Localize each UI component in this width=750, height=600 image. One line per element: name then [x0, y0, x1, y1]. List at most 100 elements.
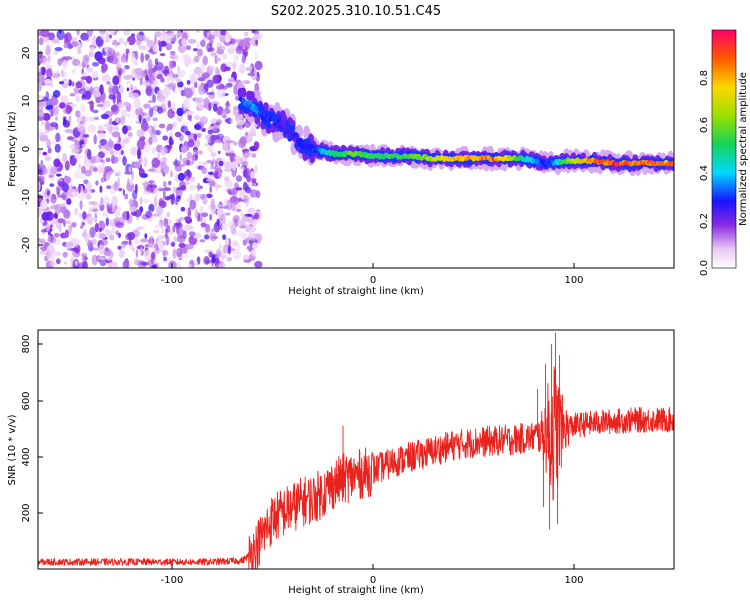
spectrogram-noise-blob — [228, 78, 235, 83]
spectrogram-noise-blob — [192, 149, 198, 156]
spectrogram-noise-blob — [249, 189, 258, 198]
spectrogram-noise-blob — [38, 167, 43, 176]
spectrogram-noise-blob — [104, 38, 110, 43]
spectrogram-noise-blob — [180, 206, 186, 212]
spectrogram-noise-blob — [92, 208, 99, 212]
spectrogram-noise-blob — [114, 216, 120, 223]
spectrogram-noise-blob — [143, 143, 151, 154]
spectrogram-noise-blob — [167, 100, 172, 109]
spectrogram-noise-blob — [189, 73, 197, 85]
spectrogram-noise-blob — [106, 255, 113, 261]
spectrogram-noise-blob — [100, 177, 105, 183]
spectrogram-noise-blob — [247, 207, 256, 217]
spectrogram-noise-blob — [54, 203, 62, 214]
spectrogram-noise-blob — [158, 213, 163, 219]
spectrogram-noise-blob — [140, 246, 143, 254]
spectrogram-noise-blob — [136, 129, 145, 138]
spectrogram-noise-blob — [206, 79, 214, 88]
spectrogram-noise-blob — [229, 196, 235, 204]
spectrogram-noise-blob — [52, 40, 61, 45]
spectrogram-noise-blob — [123, 75, 132, 80]
spectrogram-noise-blob — [239, 136, 247, 146]
figure-title: S202.2025.310.10.51.C45 — [271, 4, 441, 19]
spectrogram-noise-blob — [83, 90, 92, 100]
spectrogram-noise-blob — [194, 209, 198, 219]
spectrogram-noise-blob — [209, 213, 213, 221]
spectrogram-noise-blob — [95, 96, 102, 104]
spectrogram-noise-blob — [163, 256, 168, 262]
spectrogram-noise-blob — [60, 206, 67, 214]
spectrogram-noise-blob — [50, 141, 56, 145]
spectrogram-noise-blob — [162, 86, 171, 97]
spectrogram-noise-blob — [252, 242, 259, 250]
spectrogram-noise-blob — [142, 80, 149, 87]
spectrogram-noise-blob — [81, 221, 86, 226]
spectrogram-noise-blob — [251, 178, 257, 184]
spectrogram-noise-blob — [152, 229, 160, 234]
spectrogram-noise-blob — [70, 247, 80, 252]
spectrogram-noise-blob — [105, 217, 110, 227]
spectrogram-noise-blob — [38, 81, 43, 92]
spectrogram-noise-blob — [69, 93, 76, 97]
spectrogram-noise-blob — [57, 58, 63, 66]
spectrogram-noise-blob — [127, 178, 130, 187]
spectrogram-noise-blob — [89, 46, 95, 53]
spectrogram-noise-blob — [243, 150, 250, 159]
spectrogram-noise-blob — [109, 34, 112, 39]
spectrogram-noise-blob — [185, 243, 194, 250]
spectrogram-noise-blob — [230, 188, 238, 196]
spectrogram-noise-blob — [166, 212, 171, 218]
spectrogram-noise-blob — [206, 159, 212, 164]
spectrogram-noise-blob — [100, 239, 108, 246]
spectrogram-noise-blob — [210, 165, 217, 170]
spectrogram-noise-blob — [156, 262, 159, 268]
spectrogram-noise-blob — [180, 145, 188, 154]
spectrogram-noise-blob — [246, 245, 254, 251]
spectrogram-noise-blob — [102, 211, 108, 218]
spectrogram-noise-blob — [236, 119, 245, 126]
spectrogram-noise-blob — [143, 156, 148, 168]
spectrogram-noise-blob — [38, 101, 44, 106]
spectrogram-noise-region — [38, 30, 263, 268]
spectrogram-noise-blob — [171, 121, 178, 128]
spectrogram-noise-blob — [81, 115, 86, 125]
spectrogram-noise-blob — [41, 229, 47, 233]
spectrogram-noise-blob — [44, 168, 48, 175]
spectrogram-noise-blob — [49, 43, 52, 48]
spectrogram-noise-blob — [216, 204, 223, 208]
spectrogram-noise-blob — [118, 151, 122, 162]
spectrogram-noise-blob — [127, 232, 136, 241]
spectrogram-noise-blob — [235, 175, 243, 182]
spectrogram-noise-blob — [254, 51, 258, 61]
spectrogram-noise-blob — [227, 189, 232, 194]
spectrogram-noise-blob — [156, 73, 163, 80]
spectrogram-noise-blob — [132, 189, 138, 200]
snr-ytick-label-2: 600 — [21, 391, 32, 410]
spectrogram-noise-blob — [42, 112, 51, 121]
spectrogram-noise-blob — [75, 110, 81, 118]
spectrogram-noise-blob — [140, 52, 144, 63]
spectrogram-noise-blob — [65, 220, 71, 225]
spectrogram-noise-blob — [197, 48, 203, 57]
spectrogram-noise-blob — [39, 132, 48, 142]
spectrogram-noise-blob — [201, 72, 210, 79]
spectrogram-noise-blob — [93, 91, 101, 98]
spectrogram-noise-blob — [236, 208, 242, 213]
spectrogram-noise-blob — [172, 160, 181, 167]
spectrogram-noise-blob — [171, 102, 176, 112]
spectrogram-noise-blob — [166, 145, 173, 150]
spectrogram-noise-blob — [170, 170, 173, 178]
spectrogram-noise-blob — [112, 182, 120, 192]
spectrogram-noise-blob — [105, 157, 111, 163]
spectrogram-noise-blob — [204, 143, 209, 147]
spectrogram-noise-blob — [97, 57, 106, 65]
spectrogram-noise-blob — [248, 195, 253, 200]
spectrogram-noise-blob — [200, 40, 206, 47]
spectrogram-noise-blob — [251, 248, 256, 257]
spectrogram-noise-blob — [242, 254, 250, 261]
spectrogram-noise-blob — [66, 136, 74, 141]
spectrogram-noise-blob — [177, 195, 181, 199]
spectrogram-noise-blob — [88, 201, 98, 206]
spectrogram-noise-blob — [227, 140, 231, 151]
spectrogram-noise-blob — [247, 72, 255, 77]
